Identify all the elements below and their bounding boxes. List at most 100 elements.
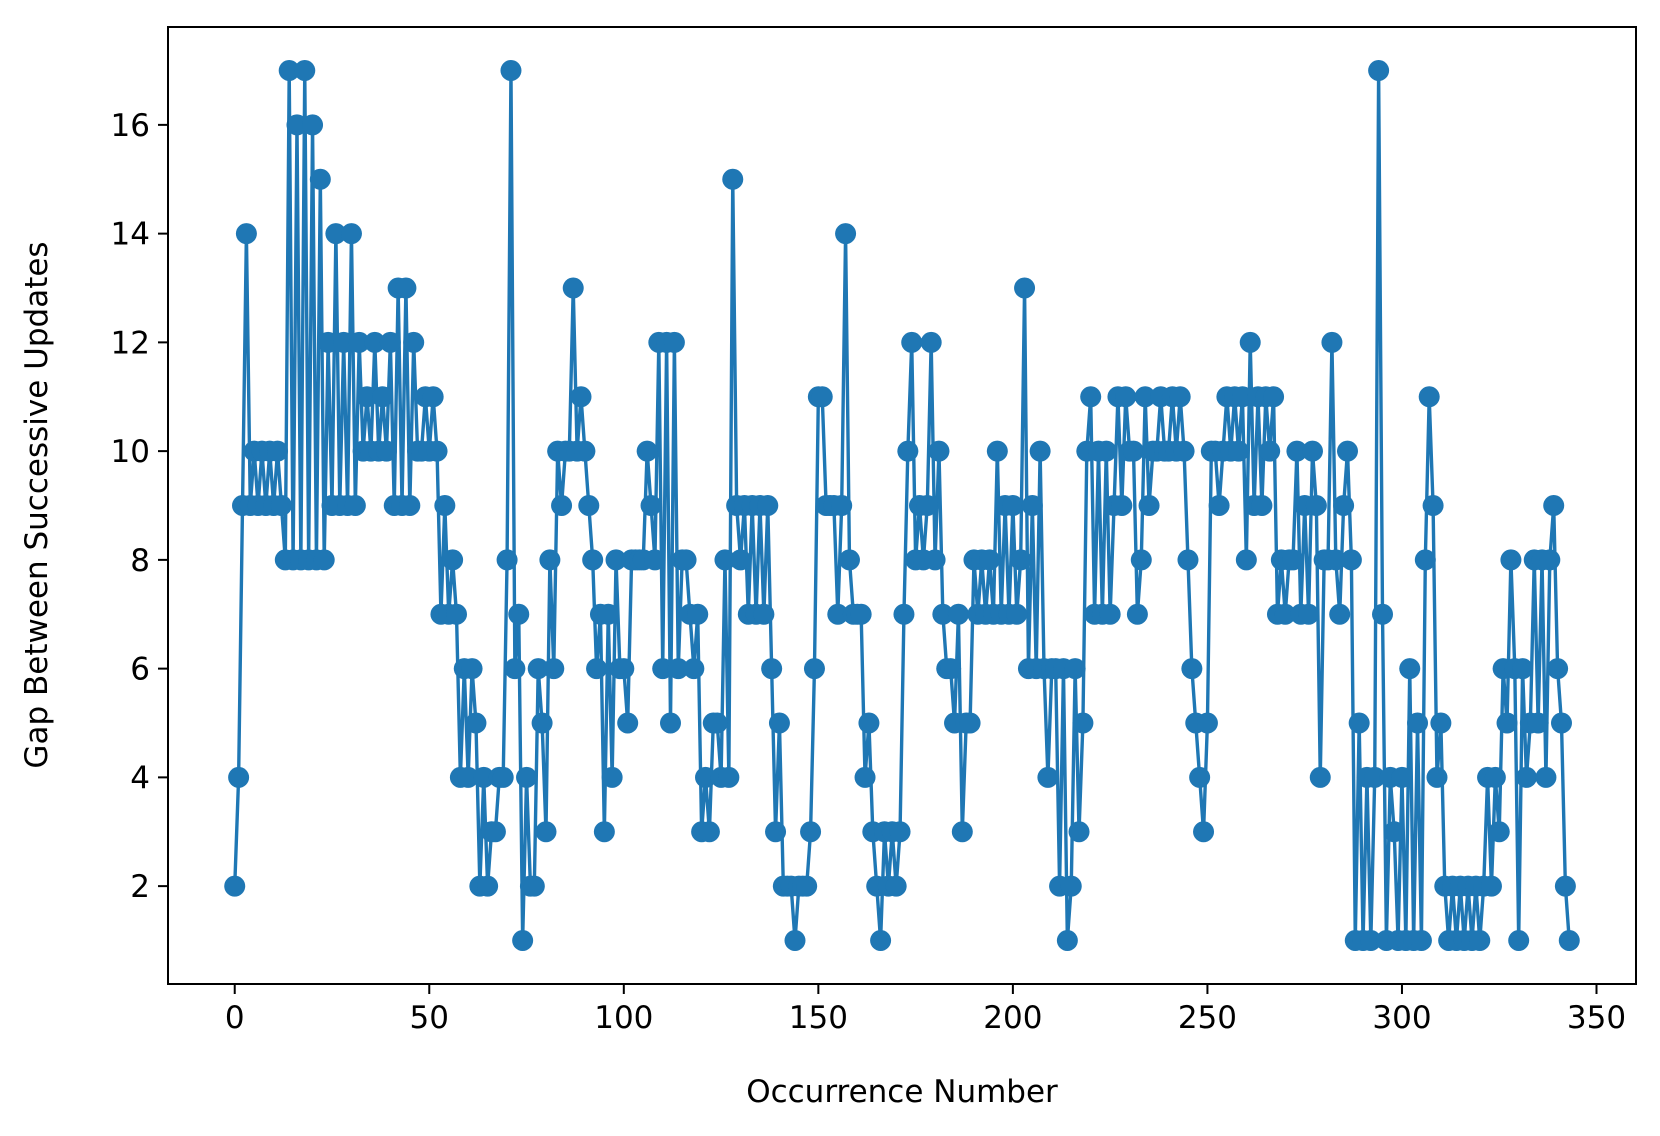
data-point <box>683 658 705 680</box>
data-point <box>854 766 876 788</box>
data-point <box>508 603 530 625</box>
data-point <box>1305 495 1327 516</box>
data-point <box>1383 821 1405 843</box>
data-point <box>1239 331 1261 353</box>
data-point <box>1037 766 1059 788</box>
y-tick-label: 12 <box>111 325 150 361</box>
data-point <box>687 603 709 625</box>
data-point <box>586 658 608 680</box>
data-point <box>1430 712 1452 734</box>
data-point <box>500 60 522 81</box>
data-point <box>1014 277 1036 299</box>
x-tick-label: 100 <box>594 1000 653 1036</box>
data-point <box>870 930 892 951</box>
data-point <box>885 875 907 897</box>
data-point <box>932 603 954 625</box>
data-point <box>340 223 362 245</box>
data-point <box>1515 766 1537 788</box>
data-point <box>1391 766 1413 788</box>
data-point <box>1193 821 1215 843</box>
y-tick-label: 16 <box>111 108 150 144</box>
data-point <box>465 712 487 734</box>
data-point <box>1348 712 1370 734</box>
data-point <box>663 331 685 353</box>
data-point <box>313 549 335 571</box>
data-point <box>1099 603 1121 625</box>
data-point <box>695 766 717 788</box>
data-point <box>1512 658 1534 680</box>
data-point <box>570 386 592 408</box>
data-point <box>1321 331 1343 353</box>
data-point <box>1364 766 1386 788</box>
data-point <box>294 60 316 81</box>
data-point <box>372 386 394 408</box>
data-point <box>446 603 468 625</box>
data-point <box>714 549 736 571</box>
data-point <box>484 821 506 843</box>
data-point <box>477 875 499 897</box>
data-point <box>1298 603 1320 625</box>
data-point <box>551 495 573 516</box>
y-tick-label: 8 <box>130 543 150 579</box>
data-point <box>617 712 639 734</box>
data-point <box>527 658 549 680</box>
data-point <box>831 495 853 516</box>
data-point <box>582 549 604 571</box>
data-point <box>924 549 946 571</box>
data-point <box>1550 712 1572 734</box>
data-point <box>442 549 464 571</box>
data-point <box>1484 766 1506 788</box>
data-point <box>1068 821 1090 843</box>
data-point <box>613 658 635 680</box>
data-point <box>403 331 425 353</box>
data-point <box>512 930 534 951</box>
data-point <box>1360 930 1382 951</box>
data-point <box>574 440 596 462</box>
data-point <box>309 168 331 190</box>
data-point <box>1196 712 1218 734</box>
data-point <box>267 440 289 462</box>
data-point <box>718 766 740 788</box>
data-point <box>496 549 518 571</box>
data-point <box>1095 440 1117 462</box>
data-point <box>640 495 662 516</box>
data-point <box>1056 930 1078 951</box>
x-tick-label: 200 <box>983 1000 1042 1036</box>
data-point <box>784 930 806 951</box>
data-point <box>1496 712 1518 734</box>
data-point <box>1189 766 1211 788</box>
data-point <box>1231 386 1253 408</box>
data-point <box>940 658 962 680</box>
data-point <box>1336 440 1358 462</box>
data-point <box>1368 60 1390 81</box>
data-point <box>286 114 308 136</box>
data-point <box>1134 386 1156 408</box>
data-point <box>395 277 417 299</box>
data-point <box>1235 549 1257 571</box>
data-point <box>1558 930 1580 951</box>
data-point <box>473 766 495 788</box>
data-point <box>504 658 526 680</box>
data-point <box>827 603 849 625</box>
plot-frame <box>167 26 1637 985</box>
data-point <box>601 766 623 788</box>
data-point <box>422 386 444 408</box>
data-point <box>1173 440 1195 462</box>
data-point <box>399 495 421 516</box>
data-point <box>426 440 448 462</box>
x-tick-label: 0 <box>225 1000 245 1036</box>
data-point <box>889 821 911 843</box>
data-point <box>1418 386 1440 408</box>
data-point <box>1181 658 1203 680</box>
data-point <box>364 331 386 353</box>
y-tick-label: 2 <box>130 869 150 905</box>
data-point <box>959 712 981 734</box>
data-point <box>1138 495 1160 516</box>
data-point <box>838 549 860 571</box>
data-point <box>1111 495 1133 516</box>
data-point <box>1177 549 1199 571</box>
data-point <box>1115 386 1137 408</box>
data-point <box>1422 495 1444 516</box>
data-point <box>344 495 366 516</box>
data-point <box>761 658 783 680</box>
